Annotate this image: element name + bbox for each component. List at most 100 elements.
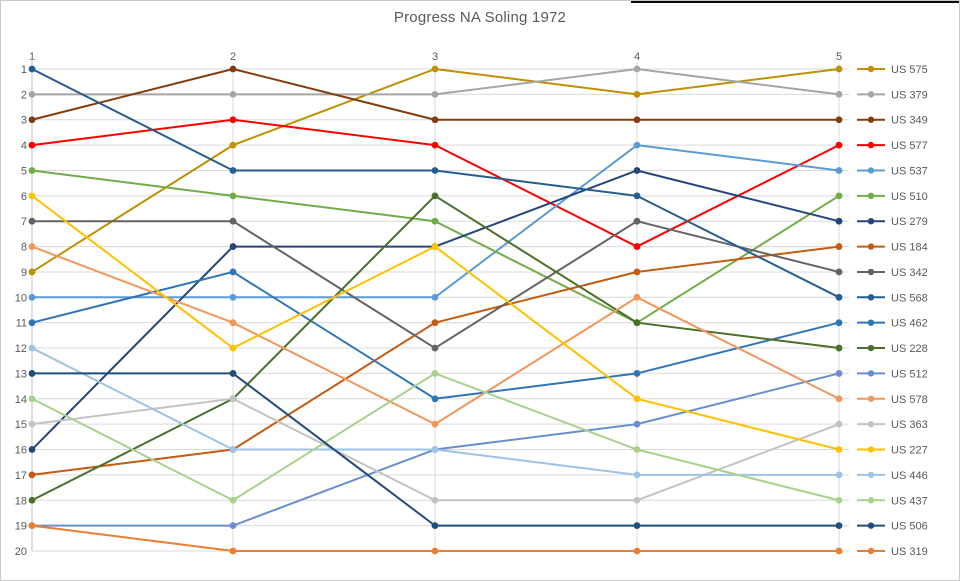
legend-marker-swatch bbox=[867, 420, 875, 428]
series-marker-US-184 bbox=[835, 243, 843, 250]
series-marker-US-575 bbox=[431, 65, 439, 73]
series-marker-US-577 bbox=[431, 141, 439, 149]
y-axis-tick-label: 13 bbox=[15, 368, 27, 380]
legend-item-US-506[interactable]: US 506 bbox=[857, 521, 928, 533]
legend-item-US-446[interactable]: US 446 bbox=[857, 470, 928, 482]
series-marker-US-184 bbox=[431, 319, 439, 327]
series-marker-US-510 bbox=[229, 192, 237, 200]
x-axis-tick-label: 3 bbox=[432, 51, 438, 63]
legend-label: US 342 bbox=[891, 267, 928, 279]
series-marker-US-577 bbox=[633, 243, 641, 250]
series-marker-US-575 bbox=[28, 268, 36, 276]
legend-item-US-437[interactable]: US 437 bbox=[857, 495, 928, 507]
series-marker-US-568 bbox=[229, 167, 237, 174]
legend-label: US 363 bbox=[891, 419, 928, 431]
series-marker-US-363 bbox=[633, 496, 641, 504]
y-axis-tick-label: 17 bbox=[15, 470, 27, 482]
series-marker-US-568 bbox=[28, 65, 36, 73]
legend-item-US-227[interactable]: US 227 bbox=[857, 445, 928, 457]
series-marker-US-462 bbox=[28, 319, 36, 327]
y-axis-tick-label: 6 bbox=[21, 191, 27, 203]
series-marker-US-184 bbox=[28, 471, 36, 479]
series-marker-US-506 bbox=[229, 370, 237, 377]
legend-item-US-228[interactable]: US 228 bbox=[857, 343, 928, 355]
legend-item-US-342[interactable]: US 342 bbox=[857, 267, 928, 279]
legend-marker-swatch bbox=[867, 218, 875, 225]
series-marker-US-228 bbox=[633, 319, 641, 327]
y-axis-tick-label: 15 bbox=[15, 419, 27, 431]
series-marker-US-577 bbox=[835, 141, 843, 149]
series-marker-US-342 bbox=[229, 217, 237, 225]
legend-item-US-363[interactable]: US 363 bbox=[857, 419, 928, 431]
series-marker-US-363 bbox=[835, 420, 843, 428]
y-axis-tick-label: 2 bbox=[21, 89, 27, 101]
legend-item-US-537[interactable]: US 537 bbox=[857, 165, 928, 177]
legend-item-US-379[interactable]: US 379 bbox=[857, 89, 928, 101]
y-axis-tick-label: 11 bbox=[16, 318, 27, 330]
legend-marker-swatch bbox=[867, 522, 875, 529]
series-marker-US-537 bbox=[431, 293, 439, 301]
legend-marker-swatch bbox=[867, 192, 875, 200]
legend-item-US-512[interactable]: US 512 bbox=[857, 368, 928, 380]
legend-label: US 537 bbox=[891, 165, 928, 177]
series-marker-US-227 bbox=[28, 192, 36, 200]
series-marker-US-446 bbox=[28, 344, 36, 352]
x-axis-tick-label: 5 bbox=[836, 51, 842, 63]
legend-label: US 228 bbox=[891, 343, 928, 355]
legend-marker-swatch bbox=[867, 141, 875, 149]
series-marker-US-319 bbox=[835, 547, 843, 555]
series-marker-US-506 bbox=[835, 522, 843, 530]
legend-label: US 446 bbox=[891, 470, 928, 482]
series-marker-US-578 bbox=[229, 319, 237, 327]
series-marker-US-279 bbox=[633, 167, 641, 174]
legend-item-US-462[interactable]: US 462 bbox=[857, 318, 928, 330]
series-marker-US-510 bbox=[835, 192, 843, 200]
legend-item-US-578[interactable]: US 578 bbox=[857, 394, 928, 406]
window-border-accent bbox=[631, 1, 959, 3]
series-marker-US-437 bbox=[835, 496, 843, 504]
y-axis-tick-label: 12 bbox=[15, 343, 27, 355]
series-marker-US-349 bbox=[633, 116, 641, 124]
legend-marker-swatch bbox=[867, 370, 875, 377]
series-marker-US-462 bbox=[431, 395, 439, 403]
legend-label: US 578 bbox=[891, 394, 928, 406]
series-marker-US-577 bbox=[28, 141, 36, 149]
legend-item-US-349[interactable]: US 349 bbox=[857, 115, 928, 127]
legend-item-US-184[interactable]: US 184 bbox=[857, 242, 928, 254]
series-marker-US-342 bbox=[431, 344, 439, 352]
series-marker-US-437 bbox=[431, 370, 439, 377]
y-axis-tick-label: 19 bbox=[15, 521, 27, 533]
series-marker-US-446 bbox=[633, 471, 641, 479]
legend-label: US 184 bbox=[891, 242, 928, 254]
y-axis-tick-label: 4 bbox=[21, 140, 27, 152]
series-marker-US-537 bbox=[835, 167, 843, 174]
legend-item-US-279[interactable]: US 279 bbox=[857, 216, 928, 228]
series-marker-US-506 bbox=[633, 522, 641, 530]
series-marker-US-437 bbox=[28, 395, 36, 403]
legend-item-US-568[interactable]: US 568 bbox=[857, 292, 928, 304]
series-marker-US-577 bbox=[229, 116, 237, 124]
series-marker-US-446 bbox=[431, 446, 439, 453]
legend-item-US-319[interactable]: US 319 bbox=[857, 546, 928, 558]
series-marker-US-575 bbox=[835, 65, 843, 73]
series-marker-US-342 bbox=[28, 217, 36, 225]
series-marker-US-227 bbox=[835, 446, 843, 453]
series-marker-US-575 bbox=[633, 90, 641, 98]
legend-item-US-575[interactable]: US 575 bbox=[857, 64, 928, 76]
series-marker-US-228 bbox=[835, 344, 843, 352]
legend-item-US-510[interactable]: US 510 bbox=[857, 191, 928, 203]
legend-marker-swatch bbox=[867, 167, 875, 174]
series-marker-US-279 bbox=[835, 217, 843, 225]
series-marker-US-537 bbox=[633, 141, 641, 149]
legend-label: US 506 bbox=[891, 521, 928, 533]
y-axis-tick-label: 7 bbox=[21, 216, 27, 228]
legend-label: US 575 bbox=[891, 64, 928, 76]
legend-marker-swatch bbox=[867, 344, 875, 352]
series-marker-US-379 bbox=[633, 65, 641, 73]
series-marker-US-437 bbox=[633, 446, 641, 453]
legend-item-US-577[interactable]: US 577 bbox=[857, 140, 928, 152]
y-axis-tick-label: 1 bbox=[21, 64, 27, 76]
legend-marker-swatch bbox=[867, 243, 875, 250]
series-marker-US-319 bbox=[633, 547, 641, 555]
